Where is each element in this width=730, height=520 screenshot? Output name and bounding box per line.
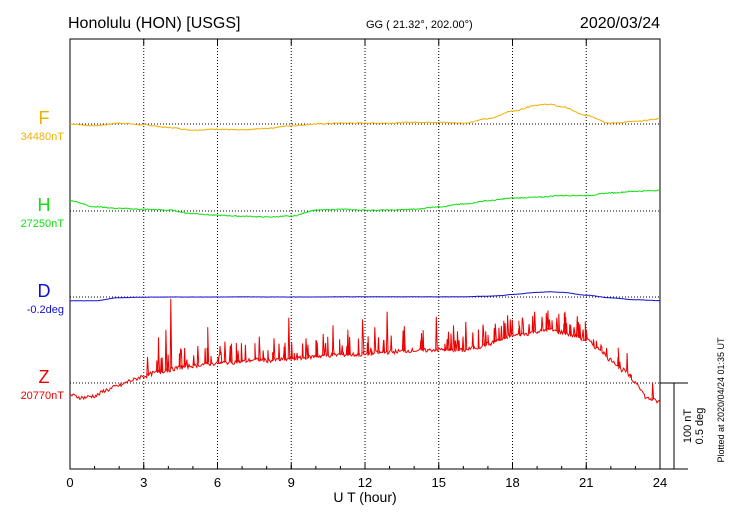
scale-bar-nt-label: 100 nT: [682, 409, 694, 444]
series-baseline-z: 20770nT: [21, 390, 65, 402]
series-layer: [69, 103, 661, 404]
plot-frame: [69, 38, 661, 470]
x-tick-label: 9: [288, 475, 295, 490]
scale-bar-deg-label: 0.5 deg: [694, 408, 706, 445]
x-tick-label: 21: [579, 475, 593, 490]
series-baseline-d: -0.2deg: [27, 304, 64, 316]
series-name-d: D: [38, 281, 51, 301]
grid-lines: [70, 39, 660, 469]
plotted-timestamp: Plotted at 2020/04/24 01:35 UT: [716, 337, 726, 463]
x-axis-label: U T (hour): [333, 489, 396, 505]
series-name-z: Z: [39, 367, 50, 387]
series-name-f: F: [39, 108, 50, 128]
series-name-h: H: [38, 195, 51, 215]
series-baseline-h: 27250nT: [21, 218, 65, 230]
x-axis: 0 3 6 9 12 15 18 21 24: [66, 39, 667, 490]
x-tick-label: 12: [358, 475, 372, 490]
series-line-h: [69, 189, 660, 218]
series-baseline-f: 34480nT: [21, 131, 65, 143]
station-coordinates: GG ( 21.32°, 202.00°): [366, 19, 473, 31]
x-tick-label: 6: [214, 475, 221, 490]
scale-bar: 100 nT 0.5 deg: [660, 382, 706, 470]
series-line-d: [70, 291, 660, 302]
station-title: Honolulu (HON) [USGS]: [68, 15, 241, 32]
series-line-f: [69, 103, 661, 132]
x-tick-label: 3: [140, 475, 147, 490]
x-tick-label: 15: [432, 475, 446, 490]
x-tick-label: 24: [653, 475, 667, 490]
series-line-z: [69, 298, 661, 404]
x-tick-label: 18: [505, 475, 519, 490]
series-labels: F 34480nT H 27250nT D -0.2deg Z 20770nT: [21, 108, 65, 402]
chart-date: 2020/03/24: [580, 15, 660, 32]
x-tick-label: 0: [66, 475, 73, 490]
